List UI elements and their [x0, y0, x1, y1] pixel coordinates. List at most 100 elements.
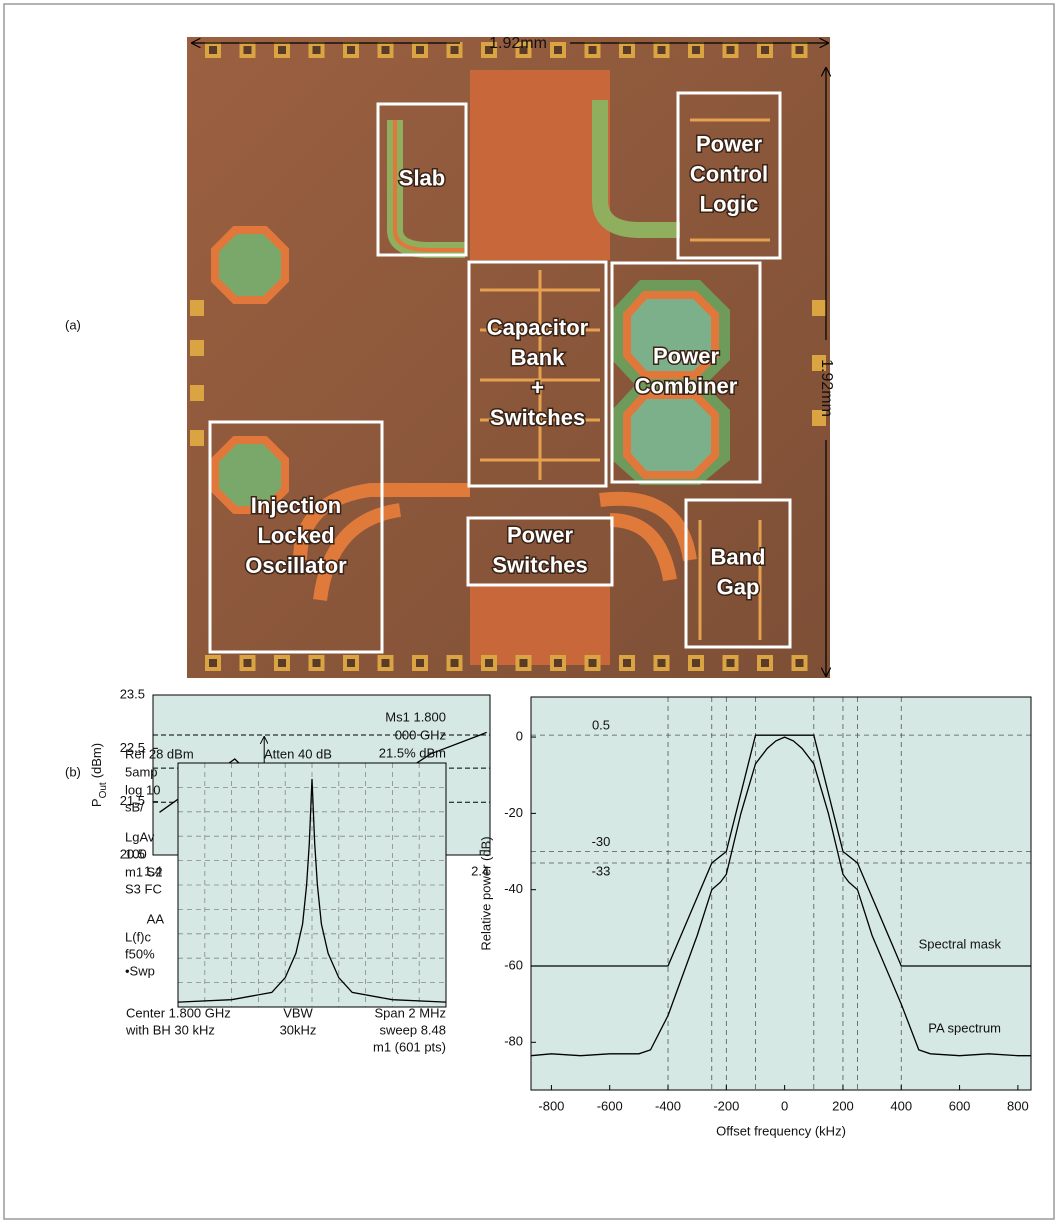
y-tick-label: -20: [504, 805, 523, 820]
footer-readout: Center 1.800 GHz: [126, 1005, 231, 1020]
bond-pad: [190, 340, 204, 356]
setting: f50%: [125, 946, 155, 961]
reference-level: Ref 28 dBm: [125, 746, 194, 761]
setting: 5amp: [125, 764, 158, 779]
bond-pad-core: [451, 659, 459, 667]
footer-readout: VBW: [283, 1005, 313, 1020]
setting: L(f)c: [125, 929, 152, 944]
block-label: Power: [653, 343, 719, 368]
reference-label: -33: [592, 863, 611, 878]
setting: sB/: [125, 799, 144, 814]
bond-pad: [190, 385, 204, 401]
bond-pad-core: [554, 46, 562, 54]
block-label: Control: [690, 161, 768, 186]
bond-pad-core: [209, 46, 217, 54]
block-label: Oscillator: [245, 553, 347, 578]
panel-label: (b): [65, 764, 81, 779]
x-tick-label: -800: [538, 1098, 564, 1113]
bond-pad-core: [796, 46, 804, 54]
block-label: Power: [507, 522, 573, 547]
block-label: +: [531, 375, 544, 400]
block-label: Band: [711, 544, 766, 569]
bond-pad-core: [727, 46, 735, 54]
x-axis-title: Offset frequency (kHz): [716, 1123, 846, 1138]
footer-readout: m1 (601 pts): [373, 1039, 446, 1054]
bond-pad-core: [244, 659, 252, 667]
bond-pad-core: [761, 46, 769, 54]
width-label: 1.92mm: [489, 35, 547, 52]
x-tick-label: -400: [655, 1098, 681, 1113]
reference-label: -30: [592, 834, 611, 849]
y-axis-title: Relative power (dB): [478, 836, 493, 950]
y-axis-title-part: (dBm): [89, 743, 104, 778]
setting: S3 FC: [125, 881, 162, 896]
block-label: Gap: [717, 574, 760, 599]
marker-readout: Ms1 1.800: [385, 709, 446, 724]
y-tick-label: -60: [504, 957, 523, 972]
bond-pad-core: [278, 46, 286, 54]
x-tick-label: 600: [949, 1098, 971, 1113]
panel-label: (a): [65, 317, 81, 332]
bond-pad-core: [658, 659, 666, 667]
bond-pad-core: [623, 659, 631, 667]
y-tick-label: -40: [504, 881, 523, 896]
block-label: Combiner: [635, 373, 738, 398]
bond-pad-core: [451, 46, 459, 54]
page: 1.92mm 1.92mm (a) (b) Slab Power Control Lo…: [0, 0, 1059, 1224]
bond-pad-core: [244, 46, 252, 54]
x-tick-label: 400: [890, 1098, 912, 1113]
block-label: Switches: [492, 552, 587, 577]
x-tick-label: -600: [597, 1098, 623, 1113]
block-label: Power: [696, 131, 762, 156]
series-label: Spectral mask: [919, 936, 1002, 951]
bond-pad-core: [761, 659, 769, 667]
block-label: Switches: [490, 405, 585, 430]
bond-pad-core: [416, 659, 424, 667]
footer-readout: 30kHz: [280, 1022, 317, 1037]
bond-pad-core: [589, 46, 597, 54]
reference-label: 0.5: [592, 718, 610, 733]
bond-pad-core: [554, 659, 562, 667]
y-axis-title-part: Out: [98, 782, 109, 798]
footer-readout: sweep 8.48: [380, 1022, 447, 1037]
bond-pad: [812, 300, 826, 316]
x-tick-label: -200: [713, 1098, 739, 1113]
block-label: Slab: [399, 165, 445, 190]
bond-pad-core: [209, 659, 217, 667]
setting: m1 S2: [125, 864, 163, 879]
bond-pad-core: [347, 659, 355, 667]
height-label: 1.92mm: [818, 359, 835, 417]
setting: 100: [125, 846, 147, 861]
y-tick-label: 0: [516, 729, 523, 744]
bond-pad-core: [727, 659, 735, 667]
x-tick-label: 800: [1007, 1098, 1029, 1113]
bond-pad-core: [347, 46, 355, 54]
block-label: Logic: [700, 191, 759, 216]
marker-readout: 21.5% dBm: [379, 745, 446, 760]
block-label: Injection: [251, 493, 341, 518]
bond-pad-core: [485, 659, 493, 667]
figure: 1.92mm 1.92mm (a) (b) Slab Power Control Lo…: [0, 0, 1059, 1224]
setting: LgAv: [125, 829, 155, 844]
bond-pad-core: [520, 659, 528, 667]
x-tick-label: 0: [781, 1098, 788, 1113]
bond-pad-core: [313, 659, 321, 667]
bond-pad-core: [278, 659, 286, 667]
setting: •Swp: [125, 963, 155, 978]
setting: AA: [147, 911, 165, 926]
bond-pad-core: [623, 46, 631, 54]
bond-pad: [190, 430, 204, 446]
setting: log 10: [125, 782, 160, 797]
bond-pad-core: [589, 659, 597, 667]
bond-pad: [190, 300, 204, 316]
marker-readout: 000 GHz: [395, 727, 446, 742]
attenuation: Atten 40 dB: [264, 746, 332, 761]
y-tick-label: -80: [504, 1034, 523, 1049]
bond-pad-core: [692, 46, 700, 54]
y-tick-label: 23.5: [120, 686, 145, 701]
footer-readout: Span 2 MHz: [374, 1005, 446, 1020]
bond-pad-core: [382, 659, 390, 667]
bond-pad-core: [692, 659, 700, 667]
block-label: Bank: [511, 345, 566, 370]
y-axis-title-part: P: [89, 798, 104, 807]
